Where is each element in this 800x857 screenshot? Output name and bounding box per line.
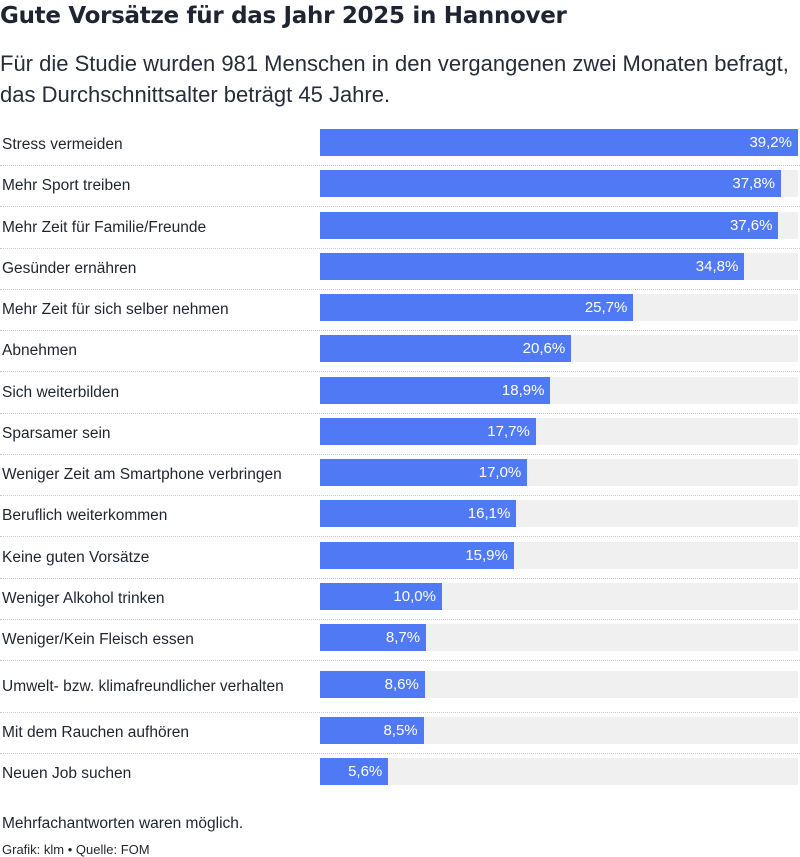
bar: 5,6% (320, 758, 389, 785)
category-label: Mit dem Rauchen aufhören (2, 724, 189, 741)
value-label: 17,7% (487, 423, 530, 440)
value-label: 10,0% (393, 588, 436, 605)
category-label: Abnehmen (2, 342, 77, 359)
value-label: 15,9% (465, 547, 508, 564)
bar-track: 8,6% (320, 671, 798, 698)
bar-track: 8,5% (320, 717, 798, 744)
category-label: Neuen Job suchen (2, 765, 132, 782)
bar-row: Weniger Alkohol trinken 10,0% (0, 579, 800, 620)
category-label: Weniger Zeit am Smartphone verbringen (2, 466, 282, 483)
category-label: Weniger/Kein Fleisch essen (2, 631, 194, 648)
bar: 8,5% (320, 717, 424, 744)
bar-chart: Stress vermeiden 39,2% Mehr Sport treiben 3… (0, 125, 800, 797)
bar-row: Keine guten Vorsätze 15,9% (0, 537, 800, 579)
bar: 39,2% (320, 129, 798, 156)
bar: 17,7% (320, 418, 536, 445)
bar-track: 37,6% (320, 212, 798, 239)
bar-row: Weniger/Kein Fleisch essen 8,7% (0, 620, 800, 661)
bar-track: 18,9% (320, 377, 798, 404)
bar: 10,0% (320, 583, 442, 610)
chart-title: Gute Vorsätze für das Jahr 2025 in Hanno… (0, 3, 567, 29)
bar-row: Sich weiterbilden 18,9% (0, 372, 800, 414)
bar-row: Umwelt- bzw. klimafreundlicher verhalten… (0, 661, 800, 713)
bar-row: Mit dem Rauchen aufhören 8,5% (0, 713, 800, 754)
bar-row: Gesünder ernähren 34,8% (0, 249, 800, 290)
category-label: Sich weiterbilden (2, 383, 120, 401)
value-label: 37,8% (732, 175, 775, 192)
value-label: 20,6% (522, 340, 566, 357)
bar-track: 10,0% (320, 583, 798, 610)
bar-row: Mehr Sport treiben 37,8% (0, 166, 800, 207)
bar-row: Mehr Zeit für Familie/Freunde 37,6% (0, 207, 800, 249)
value-label: 34,8% (695, 258, 739, 275)
bar: 16,1% (320, 500, 517, 527)
category-label: Mehr Zeit für Familie/Freunde (2, 218, 207, 236)
bar-row: Stress vermeiden 39,2% (0, 125, 800, 166)
bar-track: 25,7% (320, 294, 798, 321)
bar-track: 5,6% (320, 758, 798, 785)
bar-track: 15,9% (320, 542, 798, 569)
value-label: 25,7% (584, 299, 628, 316)
bar-track: 16,1% (320, 500, 798, 527)
value-label: 39,2% (749, 134, 792, 151)
bar: 20,6% (320, 335, 572, 362)
category-label: Stress vermeiden (2, 136, 123, 153)
bar-row: Abnehmen 20,6% (0, 331, 800, 372)
category-label: Keine guten Vorsätze (2, 548, 150, 566)
value-label: 5,6% (348, 763, 383, 780)
bar-track: 17,7% (320, 418, 798, 445)
bar-row: Mehr Zeit für sich selber nehmen 25,7% (0, 290, 800, 331)
bar-row: Beruflich weiterkommen 16,1% (0, 496, 800, 537)
bar-row: Neuen Job suchen 5,6% (0, 754, 800, 795)
value-label: 17,0% (478, 464, 522, 481)
category-label: Gesünder ernähren (2, 260, 137, 277)
bar: 37,6% (320, 212, 779, 239)
bar-row: Weniger Zeit am Smartphone verbringen 17,… (0, 455, 800, 496)
bar: 17,0% (320, 459, 528, 486)
value-label: 37,6% (729, 217, 773, 234)
bar-row: Sparsamer sein 17,7% (0, 414, 800, 455)
bar: 25,7% (320, 294, 634, 321)
bar: 18,9% (320, 377, 551, 404)
chart-subtitle: Für die Studie wurden 981 Menschen in de… (0, 51, 789, 107)
value-label: 18,9% (501, 382, 545, 399)
footnote: Mehrfachantworten waren möglich. (2, 815, 244, 832)
bar: 8,6% (320, 671, 425, 698)
bar-track: 37,8% (320, 170, 798, 197)
bar-track: 17,0% (320, 459, 798, 486)
bar-track: 39,2% (320, 129, 798, 156)
category-label: Mehr Zeit für sich selber nehmen (2, 301, 229, 318)
value-label: 8,7% (385, 629, 421, 646)
category-label: Mehr Sport treiben (2, 177, 131, 194)
bar: 34,8% (320, 253, 745, 280)
bar: 37,8% (320, 170, 781, 197)
value-label: 8,5% (383, 722, 418, 739)
bar: 15,9% (320, 542, 514, 569)
bar-track: 34,8% (320, 253, 798, 280)
category-label: Sparsamer sein (2, 425, 111, 442)
value-label: 16,1% (467, 505, 511, 522)
category-label: Weniger Alkohol trinken (2, 590, 165, 607)
value-label: 8,6% (384, 676, 419, 693)
category-label: Beruflich weiterkommen (2, 507, 168, 524)
bar-track: 20,6% (320, 335, 798, 362)
bar: 8,7% (320, 624, 427, 651)
category-label: Umwelt- bzw. klimafreundlicher verhalten (2, 677, 284, 695)
source-credit: Grafik: klm • Quelle: FOM (2, 842, 150, 857)
bar-track: 8,7% (320, 624, 798, 651)
